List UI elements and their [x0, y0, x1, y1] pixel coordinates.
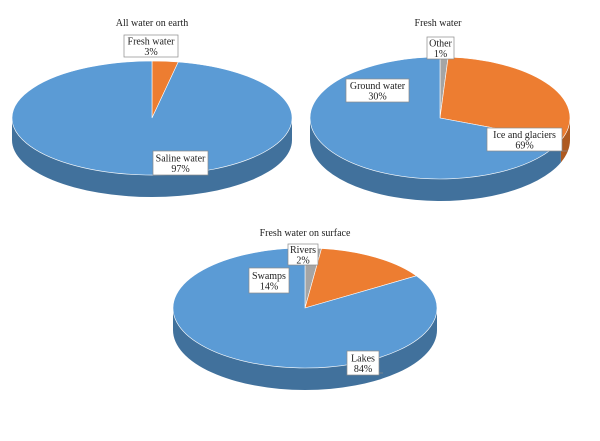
data-label-name: Swamps	[252, 271, 286, 282]
data-label-value: 84%	[354, 364, 372, 375]
pie-slice-swamps	[304, 248, 418, 309]
data-label-value: 1%	[434, 49, 447, 60]
data-label-name: Fresh water	[128, 37, 176, 48]
data-label-name: Ground water	[350, 81, 406, 92]
data-label-value: 2%	[296, 256, 309, 267]
data-label-name: Rivers	[290, 245, 316, 256]
pie-chart-fresh-water-surface: Fresh water on surface Rivers2%Swamps14%…	[172, 228, 438, 390]
data-label-name: Ice and glaciers	[493, 130, 556, 141]
pie-slice-saline-water	[11, 60, 293, 176]
pie-slice-ground-water	[439, 56, 571, 141]
data-label-name: Other	[429, 39, 452, 50]
pie-side-saline-water	[12, 118, 292, 197]
data-label-value: 97%	[171, 164, 189, 175]
data-label-value: 30%	[368, 92, 386, 103]
pie-side-ice-and-glaciers	[310, 118, 561, 201]
pie-slice-lakes	[172, 247, 438, 369]
chart-title: Fresh water on surface	[260, 228, 351, 239]
data-label-value: 69%	[515, 141, 533, 152]
data-label-value: 3%	[144, 47, 157, 58]
chart-title: All water on earth	[116, 18, 188, 29]
data-label-name: Saline water	[156, 154, 206, 165]
data-label-name: Lakes	[351, 354, 375, 365]
chart-title: Fresh water	[415, 18, 463, 29]
data-label-value: 14%	[260, 282, 278, 293]
